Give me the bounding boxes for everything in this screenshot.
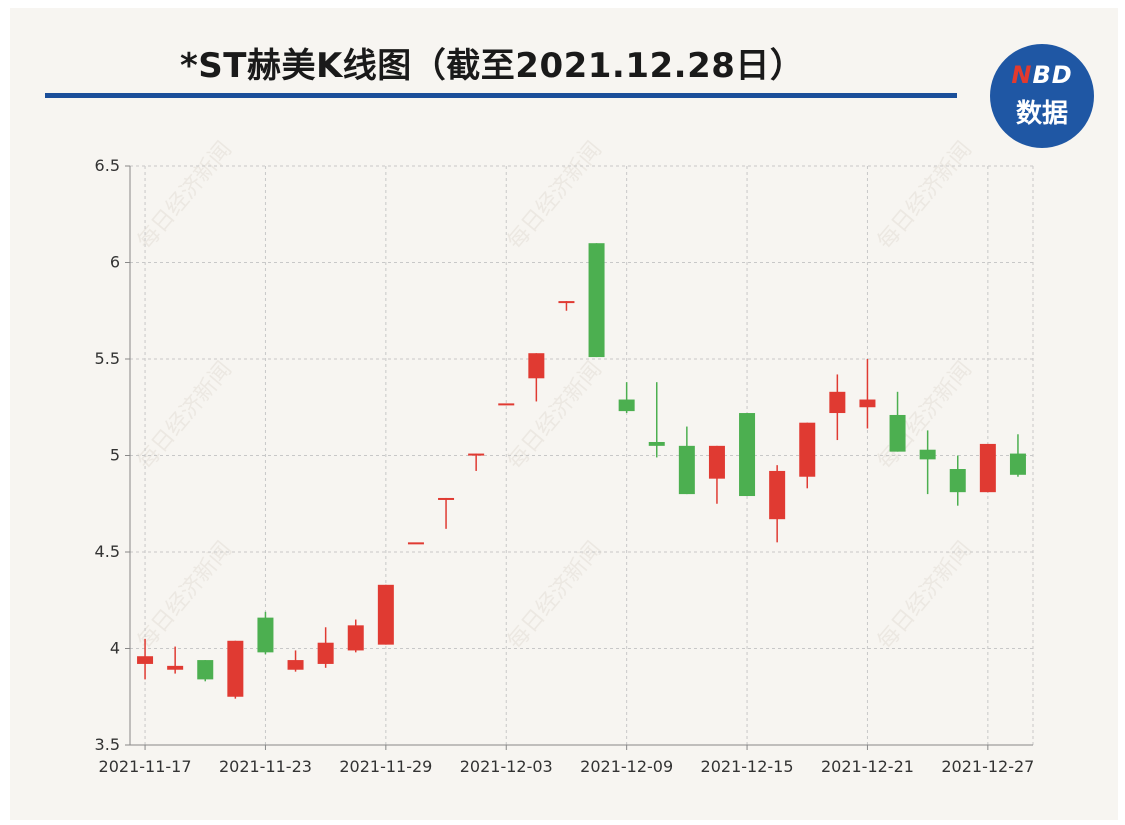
candle-body: [648, 441, 665, 446]
candle: [678, 426, 695, 495]
candle-body: [889, 414, 906, 452]
candle-body: [137, 656, 154, 664]
axis-layer: 3.5 4 4.5 5 5.5 6 6.5 2021-11-17 2021-11-23 2021-…: [95, 156, 1035, 776]
candle: [889, 391, 906, 452]
candle: [829, 374, 846, 441]
candle: [1009, 434, 1026, 477]
candle-body: [257, 617, 274, 653]
candle-body: [859, 399, 876, 408]
watermark-text: 每日经济新闻: [873, 137, 977, 254]
candle: [167, 646, 184, 674]
candle-body: [287, 660, 304, 670]
candle: [708, 445, 725, 504]
watermark-text: 每日经济新闻: [503, 537, 607, 654]
candle-body: [558, 301, 575, 304]
candle-body: [528, 353, 545, 379]
candle-body: [739, 413, 756, 497]
candle-body: [197, 660, 214, 680]
x-tick-label: 2021-11-17: [99, 757, 192, 776]
watermark-text: 每日经济新闻: [503, 357, 607, 474]
candle: [468, 453, 485, 471]
candle-body: [829, 391, 846, 414]
y-tick-label: 4.5: [95, 542, 120, 561]
candle-body: [979, 443, 996, 493]
x-tick-label: 2021-12-21: [821, 757, 914, 776]
candle-body: [678, 445, 695, 495]
candle: [558, 301, 575, 311]
candle-body: [769, 470, 786, 520]
candle: [588, 243, 605, 358]
candle-body: [618, 399, 635, 412]
chart-title: *ST赫美K线图（截至2021.12.28日）: [180, 46, 805, 86]
candle-body: [588, 243, 605, 358]
logo-nbd-text: NBD: [1011, 61, 1073, 89]
candle: [257, 611, 274, 655]
candle: [227, 640, 244, 699]
candles-layer: [137, 243, 1026, 699]
candle: [618, 382, 635, 414]
x-tick-label: 2021-12-09: [580, 757, 673, 776]
candle-body: [498, 403, 515, 406]
candle-body: [377, 584, 394, 645]
candle: [528, 353, 545, 402]
candle-body: [468, 453, 485, 456]
chart-card: [10, 8, 1118, 820]
candle: [197, 660, 214, 682]
y-tick-label: 5: [110, 446, 120, 465]
candle: [287, 650, 304, 672]
grid-layer: [130, 165, 1034, 745]
candle: [137, 638, 154, 680]
watermark-text: 每日经济新闻: [503, 137, 607, 254]
y-tick-label: 6.5: [95, 156, 120, 175]
y-tick-label: 4: [110, 639, 120, 658]
candle-body: [708, 445, 725, 479]
x-tick-label: 2021-12-03: [460, 757, 553, 776]
candle-body: [438, 497, 455, 500]
candle-body: [1009, 453, 1026, 475]
watermark-text: 每日经济新闻: [133, 137, 237, 254]
candle: [769, 465, 786, 543]
candle: [317, 627, 334, 668]
y-tick-label: 5.5: [95, 349, 120, 368]
nbd-logo: NBD 数据: [990, 44, 1094, 148]
candle: [979, 443, 996, 493]
y-tick-label: 3.5: [95, 735, 120, 754]
watermark-text: 每日经济新闻: [133, 357, 237, 474]
candle-body: [799, 422, 816, 477]
x-tick-label: 2021-12-15: [701, 757, 794, 776]
x-tick-label: 2021-12-27: [941, 757, 1034, 776]
watermark-text: 每日经济新闻: [133, 537, 237, 654]
candle: [498, 403, 515, 406]
y-tick-label: 6: [110, 253, 120, 272]
candle: [377, 584, 394, 645]
candle-body: [317, 642, 334, 664]
title-underline: [45, 93, 957, 98]
x-tick-label: 2021-11-29: [339, 757, 432, 776]
candle: [438, 497, 455, 529]
candle-body: [227, 640, 244, 697]
candle-body: [167, 665, 184, 670]
candle: [407, 542, 424, 545]
candle: [648, 382, 665, 458]
x-tick-label: 2021-11-23: [219, 757, 312, 776]
candle-body: [949, 469, 966, 493]
candle: [739, 413, 756, 497]
candle-body: [919, 449, 936, 460]
watermark-text: 每日经济新闻: [873, 537, 977, 654]
candle: [949, 455, 966, 506]
candle-body: [407, 542, 424, 545]
candle: [859, 359, 876, 429]
candle: [799, 422, 816, 489]
logo-data-text: 数据: [1015, 99, 1068, 129]
candle: [919, 430, 936, 495]
candle: [347, 619, 364, 653]
candle-body: [347, 625, 364, 651]
